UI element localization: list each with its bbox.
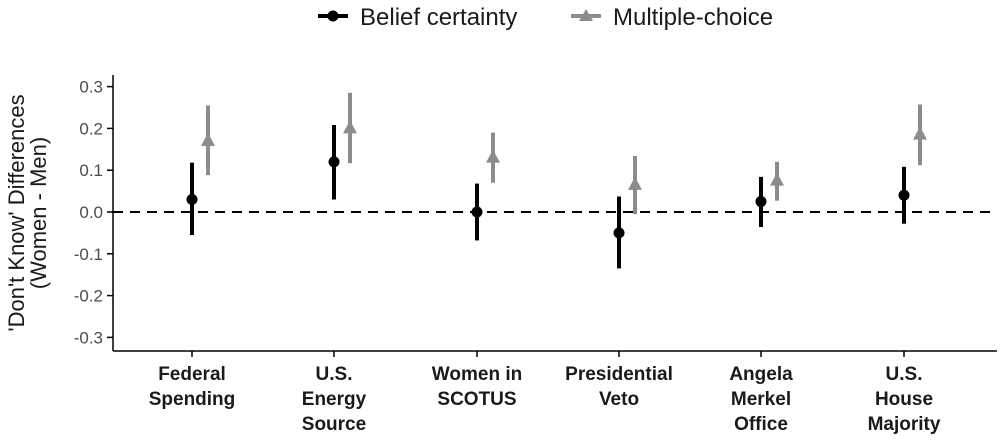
legend: Belief certainty Multiple-choice	[318, 4, 773, 31]
x-tick-label: House	[875, 389, 933, 410]
y-axis-title-line-2: (Women - Men)	[26, 137, 51, 289]
point-estimate-circle	[613, 227, 625, 239]
x-tick-label: Majority	[868, 414, 941, 435]
x-tick-label: Office	[734, 414, 788, 435]
y-tick-label: -0.1	[74, 245, 103, 264]
x-tick-label: Veto	[599, 389, 639, 410]
y-tick-label: 0.1	[79, 161, 103, 180]
x-tick-label: SCOTUS	[437, 389, 516, 410]
legend-label-multiple-choice: Multiple-choice	[613, 4, 773, 31]
x-tick-label: Presidential	[565, 364, 673, 385]
x-axis-ticks: Federal Spending U.S. Energy Source Women in S…	[149, 351, 941, 435]
x-tick-label: Angela	[729, 364, 793, 385]
x-tick-label: Women in	[432, 364, 522, 385]
point-estimate-circle	[471, 206, 483, 218]
y-tick-label: -0.3	[74, 328, 103, 347]
y-tick-label: 0.2	[79, 119, 103, 138]
y-axis-title-line-1: 'Don't Know' Differences	[4, 94, 29, 331]
y-tick-label: 0.3	[79, 78, 103, 97]
x-tick-label: Energy	[302, 389, 367, 410]
point-estimate-triangle	[486, 149, 500, 163]
x-tick-label: Federal	[158, 364, 226, 385]
y-axis-ticks: 0.3 0.2 0.1 0.0 -0.1 -0.2 -0.3	[74, 78, 113, 347]
x-tick-label: U.S.	[316, 364, 353, 385]
y-tick-label: -0.2	[74, 287, 103, 306]
point-estimate-triangle	[628, 176, 642, 190]
x-tick-label: Source	[302, 414, 366, 435]
x-tick-label: Spending	[149, 389, 236, 410]
point-estimate-triangle	[201, 132, 215, 146]
point-estimate-circle	[898, 189, 910, 201]
legend-belief-circle-icon	[327, 10, 339, 22]
point-estimate-circle	[186, 193, 198, 205]
chart-marks	[186, 92, 927, 269]
point-estimate-triangle	[770, 172, 784, 186]
point-estimate-circle	[755, 196, 767, 208]
point-estimate-triangle	[913, 126, 927, 140]
y-tick-label: 0.0	[79, 203, 103, 222]
legend-label-belief-certainty: Belief certainty	[360, 4, 517, 31]
legend-multiple-choice-triangle-icon	[579, 9, 593, 21]
point-estimate-circle	[328, 156, 340, 168]
x-tick-label: U.S.	[886, 364, 923, 385]
point-estimate-triangle	[343, 120, 357, 134]
x-tick-label: Merkel	[731, 389, 791, 410]
